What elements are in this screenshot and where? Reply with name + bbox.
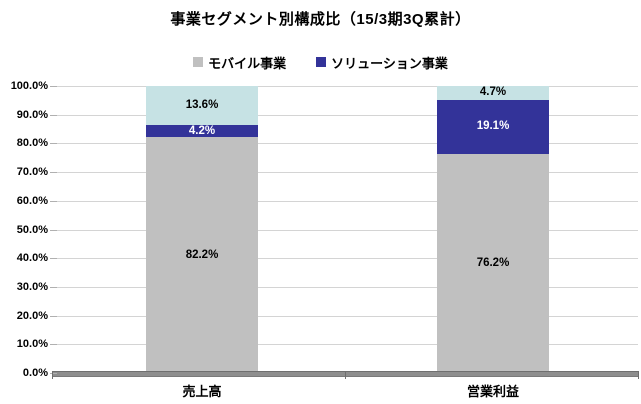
gridline [57, 86, 638, 87]
x-axis-tick-mark [638, 371, 639, 379]
bar-segment: 13.6% [146, 86, 258, 126]
bar-segment: 82.2% [146, 137, 258, 373]
segment-value-label: 76.2% [476, 257, 510, 270]
gridline [57, 230, 638, 231]
y-axis-tick-mark [50, 143, 57, 144]
chart-title: 事業セグメント別構成比（15/3期3Q累計） [170, 11, 471, 28]
y-axis-tick-label: 30.0% [16, 281, 48, 293]
y-axis-tick-label: 20.0% [16, 310, 48, 322]
y-axis-tick-mark [50, 287, 57, 288]
y-axis-tick-label: 50.0% [16, 224, 48, 236]
y-axis-tick-label: 60.0% [16, 195, 48, 207]
y-axis-tick-label: 90.0% [16, 109, 48, 121]
plot-area: 82.2% 4.2% 13.6% 76.2% 19.1% 4.7% [57, 86, 638, 373]
x-axis-category-label: 売上高 [182, 384, 222, 399]
segment-value-label: 4.7% [479, 86, 507, 99]
legend-swatch-icon [316, 57, 327, 67]
stacked-bar-2: 76.2% 19.1% 4.7% [437, 86, 549, 373]
y-axis-tick-mark [50, 115, 57, 116]
gridline [57, 316, 638, 317]
gridline [57, 201, 638, 202]
y-axis-tick-mark [50, 86, 57, 87]
y-axis-tick-mark [50, 316, 57, 317]
y-axis-tick-label: 80.0% [16, 137, 48, 149]
gridline [57, 115, 638, 116]
y-axis-tick-label: 40.0% [16, 252, 48, 264]
gridline [57, 344, 638, 345]
legend-item: ソリューション事業 [316, 53, 448, 72]
bar-segment: 4.2% [146, 124, 258, 138]
y-axis-tick-mark [50, 258, 57, 259]
gridline [57, 287, 638, 288]
legend-label: ソリューション事業 [331, 55, 448, 71]
legend-item: モバイル事業 [193, 53, 286, 72]
y-axis-tick-mark [50, 201, 57, 202]
y-axis-tick-label: 10.0% [16, 338, 48, 350]
bar-segment: 4.7% [437, 86, 549, 100]
y-axis-tick-label: 0.0% [22, 367, 48, 379]
legend-swatch-icon [193, 57, 204, 67]
y-axis-tick-label: 70.0% [16, 166, 48, 178]
bar-segment: 76.2% [437, 154, 549, 373]
segment-value-label: 4.2% [188, 124, 216, 137]
segment-value-label: 19.1% [476, 120, 510, 133]
x-axis-category-label: 営業利益 [466, 384, 519, 399]
x-axis-tick-mark [345, 371, 346, 379]
bar-segment: 19.1% [437, 99, 549, 155]
y-axis-tick-mark [50, 344, 57, 345]
y-axis-tick-mark [50, 230, 57, 231]
y-axis-tick-mark [50, 172, 57, 173]
legend: モバイル事業 ソリューション事業 [0, 53, 641, 71]
x-axis-tick-mark [52, 371, 53, 379]
y-axis-tick-mark [50, 373, 57, 374]
gridline [57, 172, 638, 173]
legend-label: モバイル事業 [208, 55, 287, 71]
segment-value-label: 82.2% [185, 248, 219, 261]
gridline [57, 258, 638, 259]
segment-value-label: 13.6% [185, 99, 219, 112]
gridline [57, 143, 638, 144]
y-axis-tick-label: 100.0% [10, 80, 48, 92]
stacked-bar-1: 82.2% 4.2% 13.6% [146, 86, 258, 373]
